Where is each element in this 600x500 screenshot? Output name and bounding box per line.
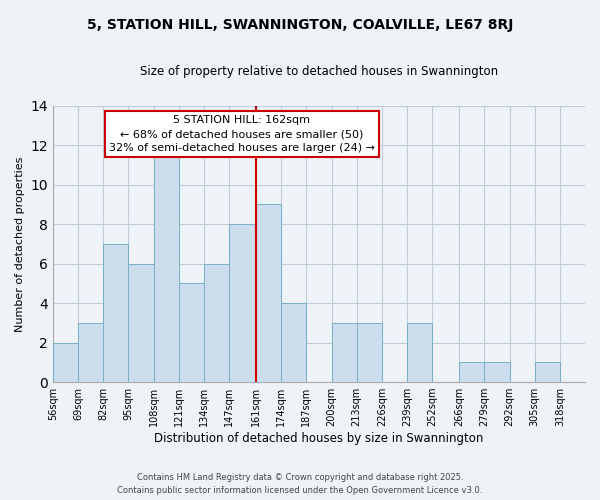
Bar <box>407 323 432 382</box>
X-axis label: Distribution of detached houses by size in Swannington: Distribution of detached houses by size … <box>154 432 484 445</box>
Bar <box>128 264 154 382</box>
Text: 5 STATION HILL: 162sqm
← 68% of detached houses are smaller (50)
32% of semi-det: 5 STATION HILL: 162sqm ← 68% of detached… <box>109 115 375 153</box>
Y-axis label: Number of detached properties: Number of detached properties <box>15 156 25 332</box>
Bar <box>357 323 382 382</box>
Bar <box>78 323 103 382</box>
Bar <box>484 362 509 382</box>
Bar <box>154 145 179 382</box>
Bar <box>332 323 357 382</box>
Text: 5, STATION HILL, SWANNINGTON, COALVILLE, LE67 8RJ: 5, STATION HILL, SWANNINGTON, COALVILLE,… <box>87 18 513 32</box>
Bar <box>229 224 256 382</box>
Title: Size of property relative to detached houses in Swannington: Size of property relative to detached ho… <box>140 65 498 78</box>
Bar <box>179 284 204 382</box>
Bar <box>103 244 128 382</box>
Bar <box>53 342 78 382</box>
Bar <box>535 362 560 382</box>
Text: Contains HM Land Registry data © Crown copyright and database right 2025.
Contai: Contains HM Land Registry data © Crown c… <box>118 474 482 495</box>
Bar <box>281 303 307 382</box>
Bar <box>459 362 484 382</box>
Bar <box>256 204 281 382</box>
Bar <box>204 264 229 382</box>
